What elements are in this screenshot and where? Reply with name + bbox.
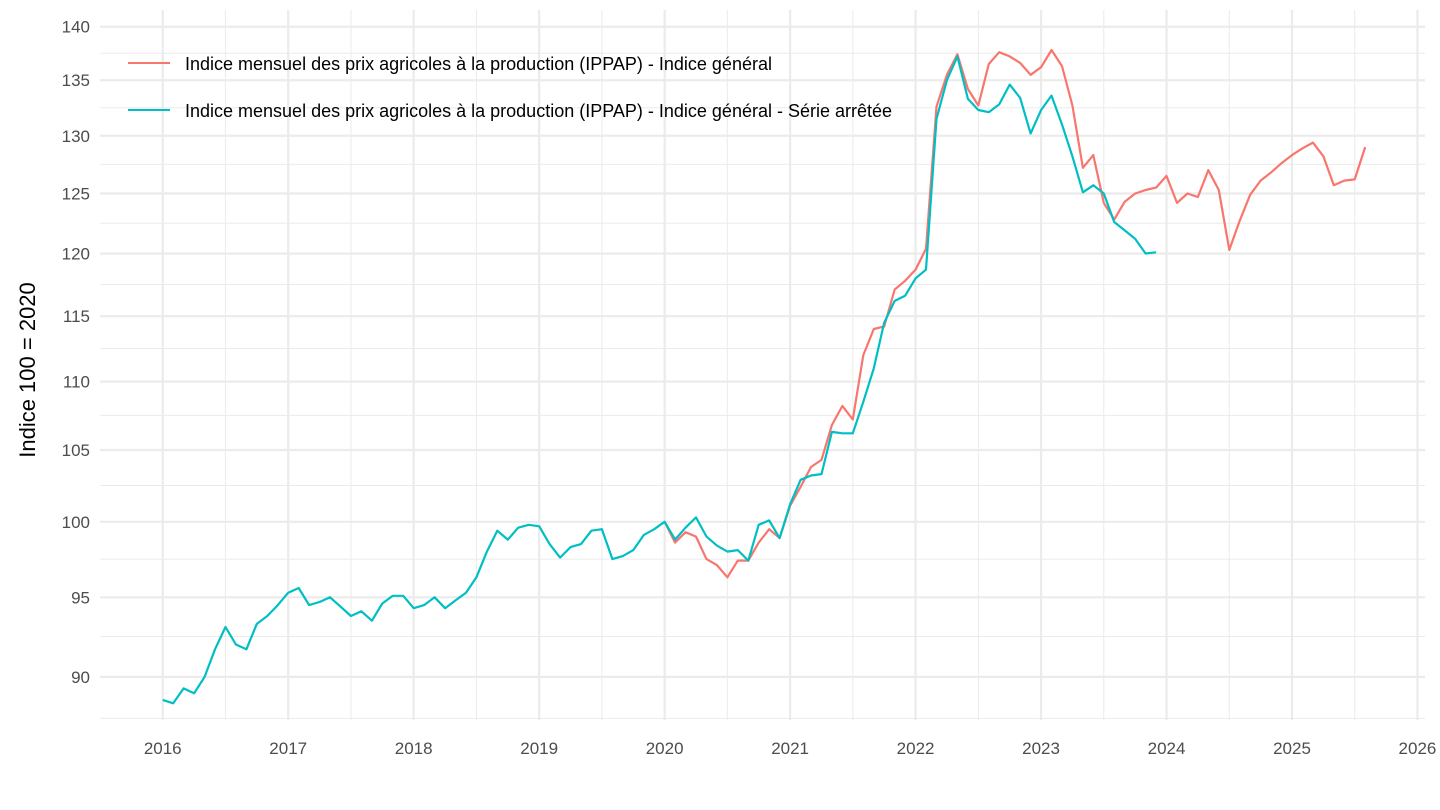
y-tick-label: 130 [62, 127, 90, 146]
x-tick-label: 2021 [771, 739, 809, 758]
y-tick-label: 120 [62, 245, 90, 264]
legend-label-ippap-general: Indice mensuel des prix agricoles à la p… [185, 54, 772, 74]
series-line-ippap-general [663, 48, 1367, 579]
y-tick-label: 115 [63, 307, 90, 326]
y-axis-ticks: 90 95 100 105 110 115 120 125 130 135 140 [62, 18, 90, 687]
grid [100, 10, 1425, 720]
x-tick-label: 2023 [1022, 739, 1060, 758]
y-tick-label: 125 [62, 184, 90, 203]
x-tick-label: 2016 [144, 739, 182, 758]
x-tick-label: 2022 [897, 739, 935, 758]
x-tick-label: 2018 [395, 739, 433, 758]
x-axis-ticks: 2016 2017 2018 2019 2020 2021 2022 2023 2024 2025… [144, 739, 1437, 758]
y-tick-label: 100 [62, 513, 90, 532]
y-axis-label: Indice 100 = 2020 [15, 282, 40, 458]
legend-label-ippap-serie-arretee: Indice mensuel des prix agricoles à la p… [185, 101, 892, 121]
y-tick-label: 135 [62, 71, 90, 90]
x-tick-label: 2024 [1148, 739, 1186, 758]
legend: Indice mensuel des prix agricoles à la p… [128, 54, 892, 121]
series-line-ippap-serie-arretee [162, 55, 1157, 705]
y-tick-label: 140 [62, 18, 90, 37]
series-lines [162, 48, 1367, 705]
x-tick-label: 2017 [269, 739, 307, 758]
x-tick-label: 2026 [1399, 739, 1437, 758]
y-tick-label: 95 [71, 588, 90, 607]
y-tick-label: 90 [71, 668, 90, 687]
y-tick-label: 110 [63, 373, 90, 392]
x-tick-label: 2020 [646, 739, 684, 758]
x-tick-label: 2019 [520, 739, 558, 758]
y-tick-label: 105 [62, 441, 90, 460]
x-tick-label: 2025 [1273, 739, 1311, 758]
